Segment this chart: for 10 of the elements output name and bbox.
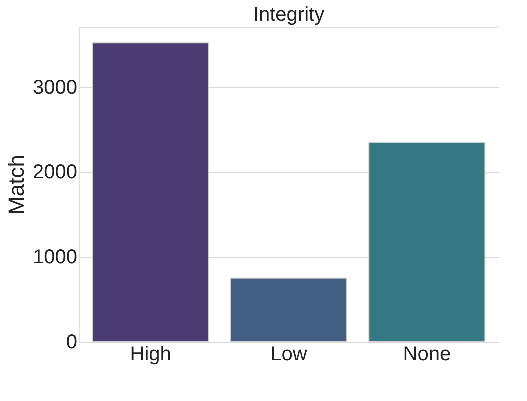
y-tick-label: 0: [66, 332, 78, 354]
y-tick-label: 2000: [33, 162, 78, 184]
x-tick-label: High: [130, 344, 172, 366]
y-tick-label: 3000: [33, 76, 78, 99]
x-tick-label: Low: [270, 344, 308, 366]
y-axis-title: Match: [4, 155, 30, 215]
y-tick-label: 1000: [33, 246, 78, 269]
chart-title: Integrity: [253, 4, 325, 26]
x-tick-label: None: [403, 344, 452, 366]
bar: [230, 278, 348, 342]
